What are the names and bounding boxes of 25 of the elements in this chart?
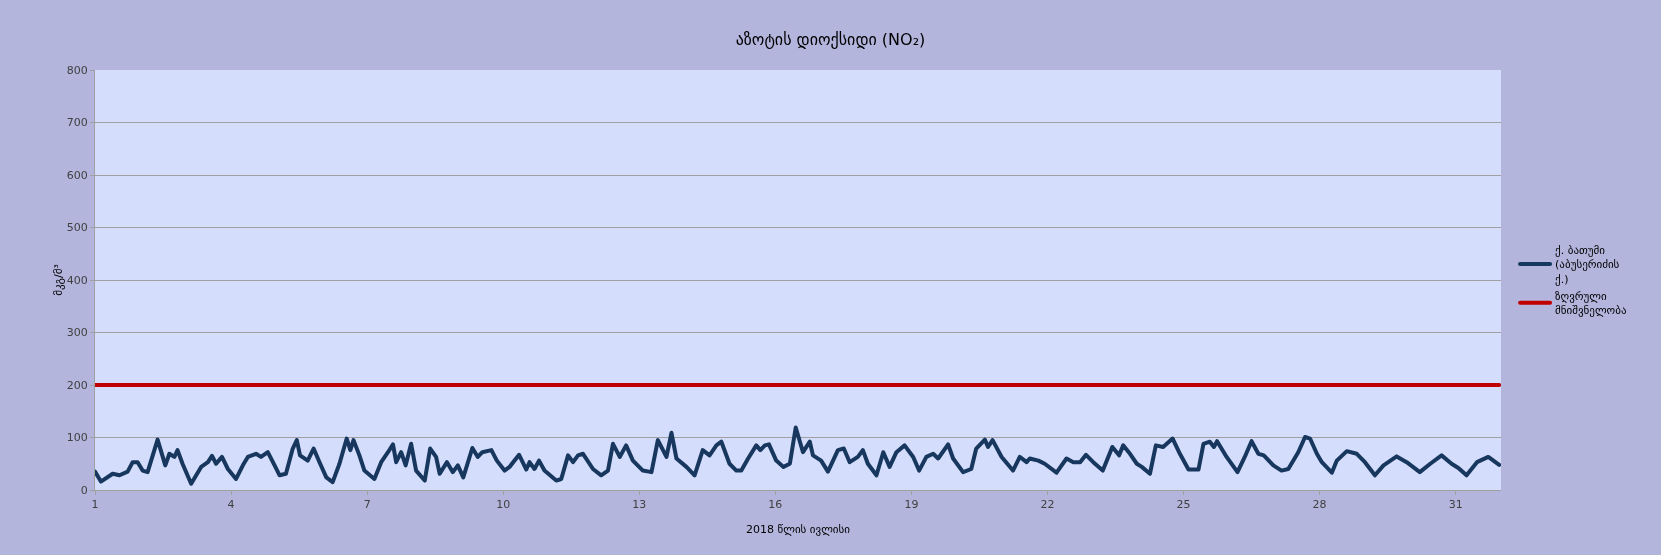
y-tick-label: 400 [66, 273, 88, 287]
x-axis-title: 2018 წლის ივლისი [745, 523, 851, 536]
y-axis-title: მკგ/მ³ [51, 264, 65, 296]
y-tick-label: 0 [80, 483, 88, 497]
x-tick-label: 22 [1040, 498, 1055, 512]
y-tick-label: 300 [66, 326, 88, 340]
x-tick-label: 28 [1312, 498, 1327, 512]
chart-title: აზოტის დიოქსიდი (NO₂) [735, 29, 926, 49]
x-tick-label: 1 [91, 498, 99, 512]
y-tick-label: 800 [66, 63, 88, 77]
y-tick-label: 600 [66, 168, 88, 182]
y-tick-label: 500 [66, 221, 88, 235]
y-tick-label: 100 [66, 431, 88, 445]
x-tick-label: 4 [227, 498, 235, 512]
x-tick-label: 25 [1176, 498, 1191, 512]
x-tick-label: 19 [904, 498, 919, 512]
x-tick-label: 10 [496, 498, 511, 512]
x-tick-label: 31 [1448, 498, 1463, 512]
x-tick-label: 7 [363, 498, 371, 512]
legend-label: ზღვრული მნიშვნელობა [1555, 289, 1627, 318]
y-tick-label: 200 [66, 378, 88, 392]
x-tick-label: 16 [768, 498, 783, 512]
legend-label: ქ. ბათუმი (აბუსერიძის ქ.) [1555, 243, 1620, 286]
y-tick-label: 700 [66, 116, 88, 130]
x-tick-label: 13 [632, 498, 647, 512]
